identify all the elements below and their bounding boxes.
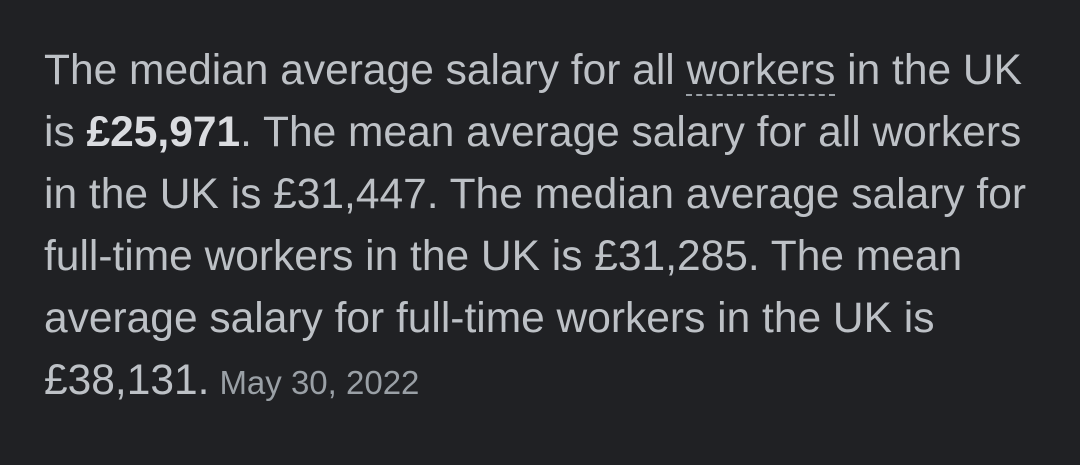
snippet-date: May 30, 2022: [219, 364, 420, 401]
highlighted-answer: £25,971: [86, 109, 241, 156]
snippet-text-part-2: in the UK is: [44, 47, 1022, 156]
definition-term-workers[interactable]: workers: [686, 47, 836, 94]
featured-snippet-text: The median average salary for all worker…: [44, 40, 1054, 414]
snippet-text-part-1: The median average salary for all: [44, 47, 687, 94]
snippet-text-part-3: . The mean average salary for all worker…: [44, 109, 1027, 404]
